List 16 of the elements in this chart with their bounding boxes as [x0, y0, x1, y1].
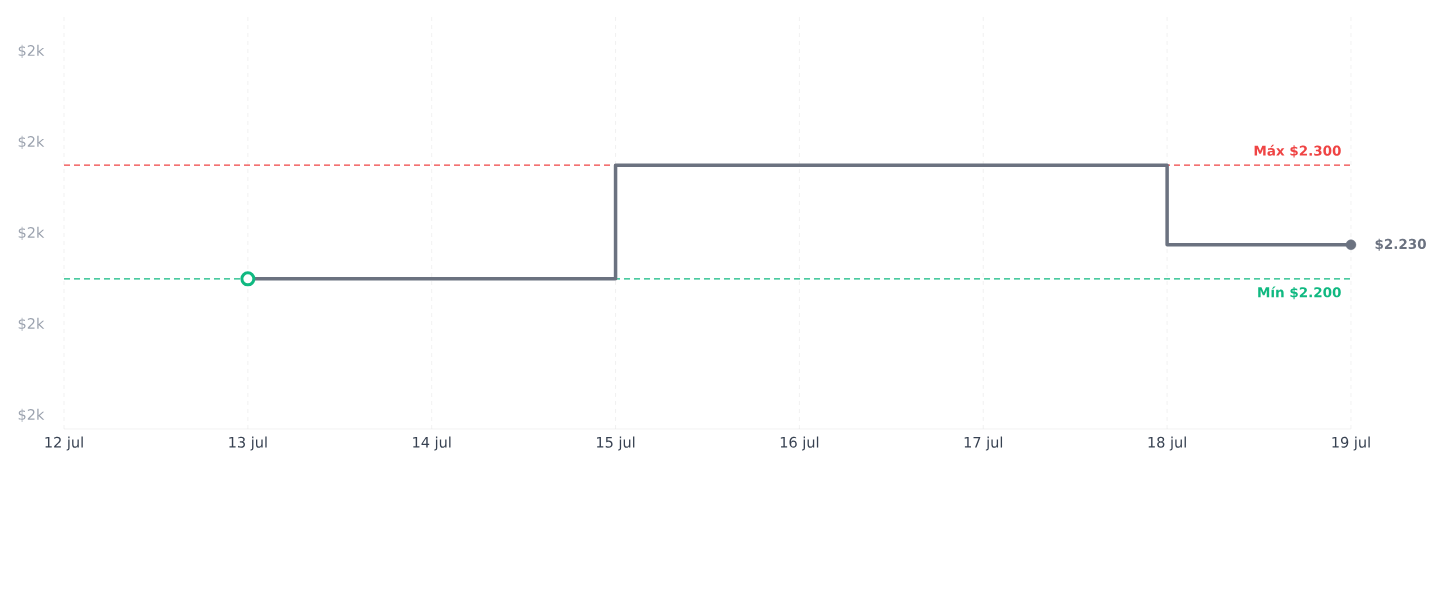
x-tick-label: 14 jul — [413, 436, 451, 451]
annotation: $2.230 — [1375, 238, 1426, 251]
x-tick-label: 13 jul — [229, 436, 267, 451]
y-tick-label: $2k — [18, 408, 45, 422]
x-tick-label: 17 jul — [964, 436, 1003, 451]
x-tick-label: 12 jul — [45, 436, 83, 451]
x-tick-label: 18 jul — [1148, 436, 1186, 451]
y-tick-label: $2k — [18, 135, 45, 149]
y-tick-label: $2k — [18, 226, 45, 240]
y-tick-label: $2k — [18, 317, 45, 331]
y-tick-label: $2k — [18, 44, 45, 58]
x-tick-label: 15 jul — [597, 436, 635, 451]
ref-line-label: Mín $2.200 — [1258, 286, 1341, 300]
x-tick-label: 16 jul — [780, 436, 819, 451]
x-tick-label: 19 jul — [1332, 436, 1370, 451]
ref-line-label: Máx $2.300 — [1254, 144, 1341, 158]
